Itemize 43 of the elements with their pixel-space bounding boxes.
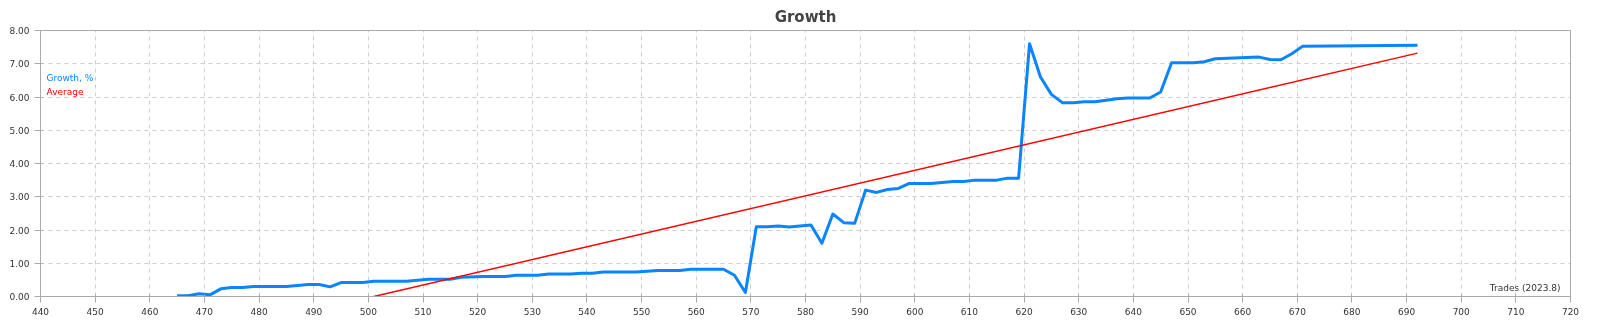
x-tick-label: 660: [1234, 306, 1252, 317]
x-tick-label: 680: [1343, 306, 1361, 317]
y-tick-label: 0.00: [9, 292, 30, 302]
chart-title: Growth: [774, 7, 837, 26]
x-tick-label: 500: [359, 306, 378, 317]
x-tick-label: 540: [578, 306, 596, 317]
x-tick-label: 490: [305, 306, 323, 317]
x-tick-label: 630: [1070, 306, 1088, 317]
x-tick-label: 520: [469, 306, 487, 317]
x-tick-label: 510: [414, 306, 432, 317]
x-tick-label: 700: [1452, 306, 1471, 317]
x-tick-label: 450: [86, 306, 105, 317]
text: Growth, %: [46, 72, 94, 83]
x-tick-label: 570: [742, 306, 760, 317]
x-tick-label: 470: [195, 306, 214, 317]
y-tick-label: 4.00: [9, 159, 30, 169]
x-tick-label: 690: [1397, 306, 1416, 317]
x-tick-label: 670: [1288, 306, 1307, 317]
x-tick-label: 620: [1015, 306, 1033, 317]
x-tick-label: 710: [1507, 306, 1525, 317]
x-tick-label: 440: [31, 306, 50, 317]
y-tick-label: 8.00: [9, 26, 30, 36]
x-tick-label: 640: [1124, 306, 1143, 317]
y-tick-label: 6.00: [9, 92, 30, 103]
annotation: Trades (2023.8): [1488, 282, 1561, 293]
x-tick-label: 720: [1561, 306, 1580, 317]
x-tick-label: 530: [523, 306, 542, 317]
x-tick-label: 610: [960, 306, 979, 317]
x-tick-label: 590: [851, 306, 870, 317]
x-tick-label: 550: [632, 306, 651, 317]
y-tick-label: 5.00: [9, 125, 30, 136]
y-tick-label: 2.00: [9, 225, 30, 236]
x-tick-label: 580: [796, 306, 815, 317]
text: Average: [46, 86, 84, 97]
x-tick-label: 460: [141, 306, 159, 317]
x-tick-label: 650: [1179, 306, 1197, 317]
x-tick-label: 560: [687, 306, 706, 317]
x-tick-label: 480: [250, 306, 268, 317]
y-tick-label: 1.00: [9, 258, 30, 269]
line-series: [175, 42, 1419, 297]
y-tick-label: 7.00: [9, 59, 30, 70]
y-tick-label: 3.00: [9, 192, 30, 203]
x-tick-label: 600: [906, 306, 924, 317]
